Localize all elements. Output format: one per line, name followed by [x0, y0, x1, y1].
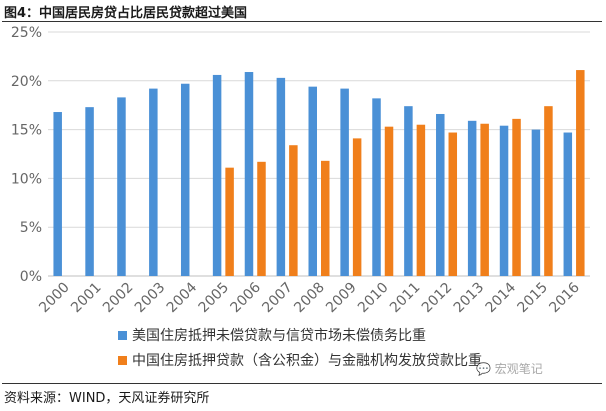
us-bar-2003	[149, 88, 158, 276]
us-bar-2015	[531, 129, 541, 276]
figure-title: 图4：中国居民房贷占比居民贷款超过美国	[4, 6, 248, 21]
cn-bar-2009	[352, 138, 362, 276]
y-tick-label: 20%	[11, 74, 42, 90]
cn-bar-2015	[544, 106, 553, 277]
y-tick-label: 10%	[11, 171, 42, 187]
legend-label: 美国住房抵押未偿贷款与信贷市场未偿债务比重	[132, 327, 426, 344]
us-bar-2002	[117, 97, 126, 276]
legend-swatch	[118, 331, 127, 340]
us-bar-2016	[563, 132, 573, 276]
x-tick-label: 2007	[259, 280, 296, 317]
x-tick-label: 2015	[514, 280, 551, 317]
x-tick-label: 2011	[387, 280, 424, 317]
us-bar-2011	[404, 106, 413, 277]
cn-bar-2005	[225, 167, 234, 276]
source-note: 资料来源：WIND，天风证券研究所	[4, 391, 210, 406]
legend-swatch	[118, 356, 127, 365]
us-bar-2001	[85, 107, 94, 276]
us-bar-2009	[340, 88, 349, 276]
x-tick-label: 2013	[451, 280, 488, 317]
us-bar-2004	[180, 83, 190, 276]
us-bar-2013	[467, 120, 477, 276]
cn-bar-2016	[576, 70, 585, 277]
x-axis-ticks: 2000200120022003200420052006200720082009…	[36, 279, 583, 316]
x-tick-label: 2006	[228, 279, 265, 316]
x-tick-label: 2001	[68, 280, 105, 317]
us-bar-2000	[53, 112, 62, 276]
us-bar-2012	[436, 113, 445, 276]
cn-bar-2012	[448, 132, 458, 276]
source-divider	[2, 383, 602, 384]
cn-bar-2013	[480, 123, 489, 276]
x-tick-label: 2005	[196, 280, 233, 317]
cn-bar-2008	[321, 160, 330, 276]
y-tick-label: 0%	[20, 269, 42, 285]
x-tick-label: 2009	[323, 280, 360, 317]
wechat-icon: 💬	[476, 362, 491, 376]
cn-bar-2006	[257, 161, 266, 276]
us-bar-2007	[276, 77, 286, 276]
gridlines	[48, 31, 590, 277]
cn-bar-2007	[289, 145, 298, 276]
x-tick-label: 2002	[100, 280, 137, 317]
bars	[53, 70, 585, 277]
us-bar-2014	[499, 125, 509, 276]
title-divider	[2, 21, 602, 22]
x-tick-label: 2010	[355, 280, 392, 317]
y-tick-label: 5%	[20, 220, 42, 236]
legend: 美国住房抵押未偿贷款与信贷市场未偿债务比重中国住房抵押贷款（含公积金）与金融机构…	[118, 327, 482, 369]
x-tick-label: 2016	[546, 279, 583, 316]
us-bar-2005	[212, 74, 222, 276]
cn-bar-2011	[416, 124, 426, 276]
cn-bar-2010	[384, 126, 394, 276]
legend-label: 中国住房抵押贷款（含公积金）与金融机构发放贷款比重	[132, 353, 482, 369]
us-bar-2008	[308, 86, 317, 276]
x-tick-label: 2003	[132, 280, 169, 317]
y-tick-label: 15%	[11, 123, 42, 139]
watermark-text: 宏观笔记	[494, 362, 543, 376]
x-tick-label: 2012	[419, 280, 456, 317]
us-bar-2006	[244, 72, 254, 277]
us-bar-2010	[372, 98, 381, 276]
y-axis-ticks: 0% 5% 10% 15% 20% 25%	[11, 25, 42, 285]
watermark: 💬 宏观笔记	[476, 360, 543, 377]
x-tick-label: 2004	[164, 279, 201, 316]
x-tick-label: 2014	[483, 279, 520, 316]
y-tick-label: 25%	[11, 25, 42, 41]
cn-bar-2014	[512, 118, 521, 276]
x-tick-label: 2008	[291, 280, 328, 317]
